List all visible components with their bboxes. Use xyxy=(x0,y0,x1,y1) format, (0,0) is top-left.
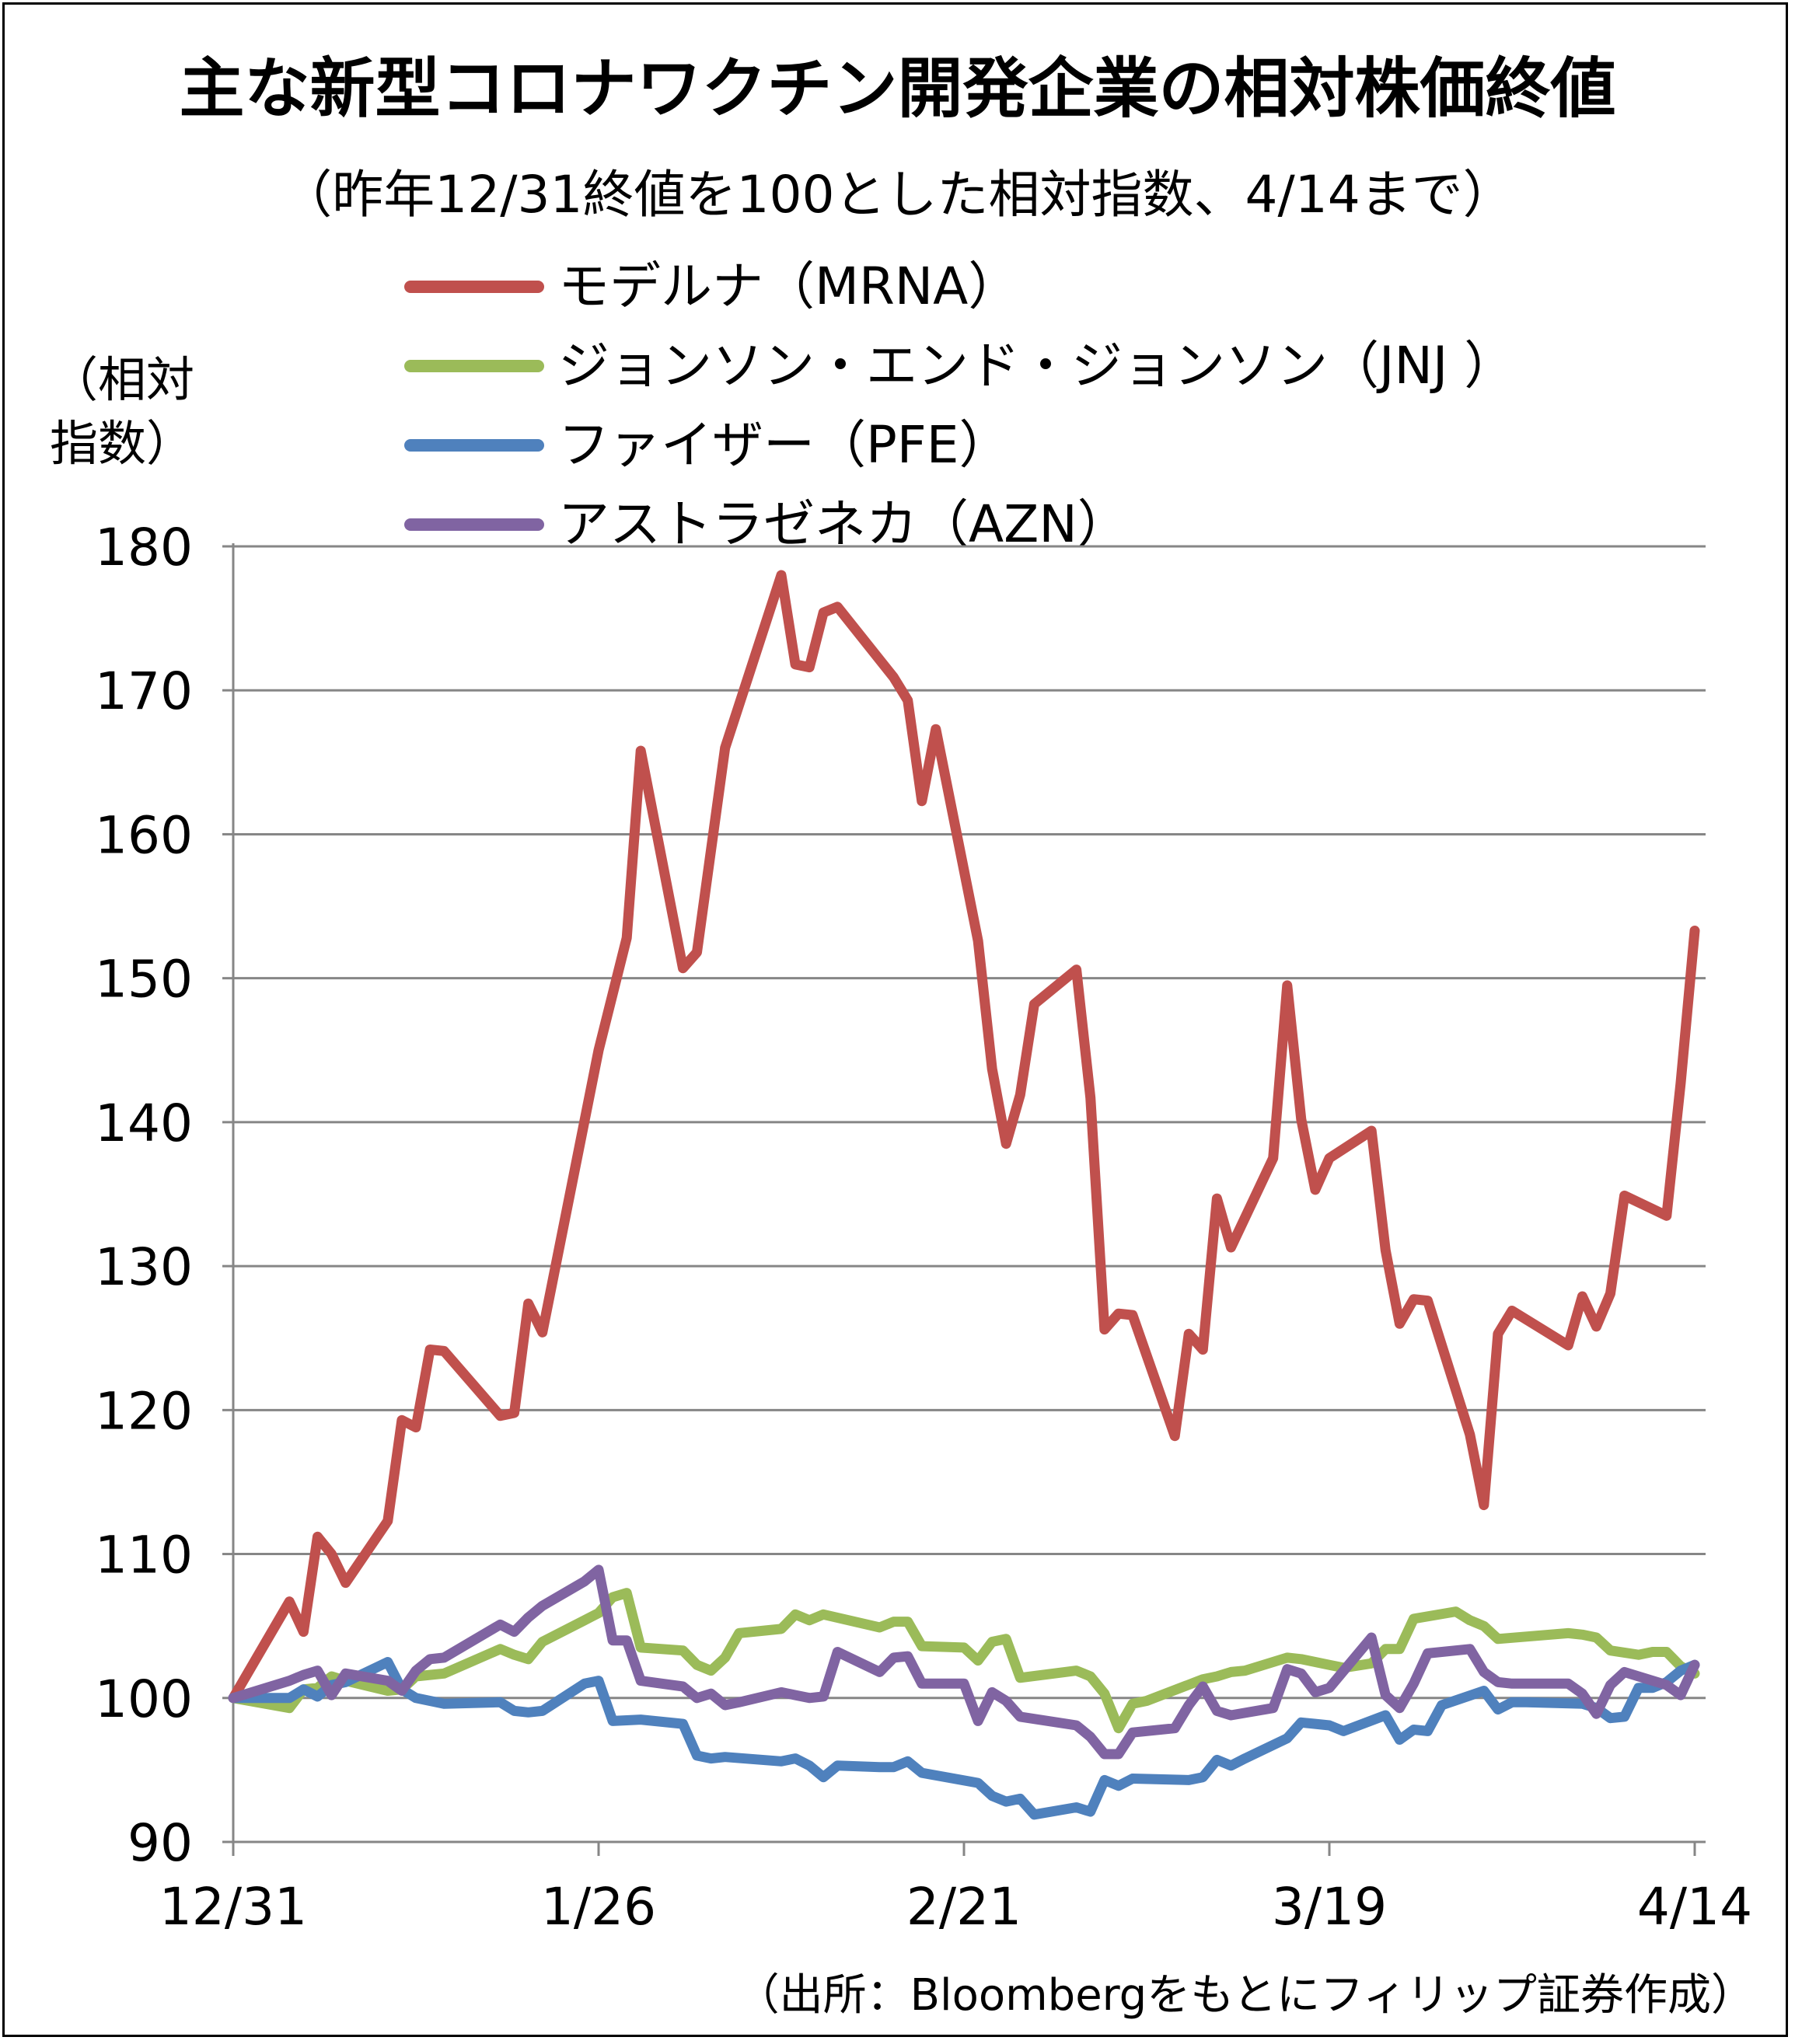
legend-swatch-azn xyxy=(404,518,544,531)
y-tick-label-170: 170 xyxy=(95,661,193,721)
series-line-2 xyxy=(228,1657,1700,1820)
chart-title: 主な新型コロナワクチン開発企業の相対株価終値 xyxy=(179,51,1616,127)
legend-item-mrna: モデルナ（MRNA） xyxy=(404,247,1515,326)
chart-subtitle: （昨年12/31終値を100とした相対指数、4/14まで） xyxy=(281,165,1514,225)
series-line-3 xyxy=(228,1564,1700,1760)
series-line-1 xyxy=(228,1588,1700,1734)
x-tick-label-2: 2/21 xyxy=(906,1877,1021,1937)
legend-label-mrna: モデルナ（MRNA） xyxy=(558,256,1020,316)
x-tick-label-4: 4/14 xyxy=(1637,1877,1752,1937)
x-tick-label-3: 3/19 xyxy=(1272,1877,1387,1937)
source-note: （出所：Bloombergをもとにフィリップ証券作成） xyxy=(735,1970,1755,2021)
y-tick-label-180: 180 xyxy=(95,518,193,577)
legend: モデルナ（MRNA） ジョンソン・エンド・ジョンソン（JNJ ） ファイザー（P… xyxy=(404,247,1515,564)
legend-item-azn: アストラゼネカ（AZN） xyxy=(404,485,1515,564)
legend-label-pfe: ファイザー（PFE） xyxy=(558,415,1011,475)
legend-item-jnj: ジョンソン・エンド・ジョンソン（JNJ ） xyxy=(404,326,1515,406)
legend-swatch-mrna xyxy=(404,281,544,293)
y-tick-label-160: 160 xyxy=(95,805,193,865)
x-tick-label-1: 1/26 xyxy=(541,1877,656,1937)
y-axis-label: （相対 指数） xyxy=(50,351,195,472)
y-tick-label-100: 100 xyxy=(95,1669,193,1729)
legend-item-pfe: ファイザー（PFE） xyxy=(404,406,1515,485)
y-tick-label-130: 130 xyxy=(95,1237,193,1297)
legend-label-jnj: ジョンソン・エンド・ジョンソン（JNJ ） xyxy=(558,336,1516,396)
y-tick-label-90: 90 xyxy=(127,1813,193,1873)
y-tick-label-120: 120 xyxy=(95,1381,193,1441)
series-line-0 xyxy=(228,570,1700,1704)
x-tick-label-0: 12/31 xyxy=(159,1877,307,1937)
y-tick-label-150: 150 xyxy=(95,950,193,1010)
legend-swatch-jnj xyxy=(404,360,544,372)
legend-swatch-pfe xyxy=(404,439,544,452)
y-tick-label-140: 140 xyxy=(95,1094,193,1153)
y-tick-label-110: 110 xyxy=(95,1526,193,1585)
legend-label-azn: アストラゼネカ（AZN） xyxy=(558,494,1129,554)
